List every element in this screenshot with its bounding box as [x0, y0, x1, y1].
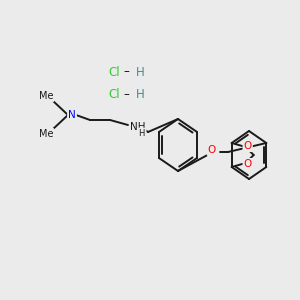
Text: O: O: [244, 141, 252, 151]
Text: N: N: [68, 110, 76, 120]
Text: Cl: Cl: [108, 88, 120, 101]
Text: O: O: [208, 145, 216, 155]
Text: Me: Me: [39, 91, 53, 101]
Text: H: H: [136, 65, 145, 79]
Text: Me: Me: [39, 129, 53, 139]
Text: O: O: [244, 159, 252, 169]
Text: NH: NH: [130, 122, 146, 132]
Text: –: –: [123, 88, 129, 101]
Text: Cl: Cl: [108, 65, 120, 79]
Text: H: H: [136, 88, 145, 101]
Text: –: –: [123, 65, 129, 79]
Text: H: H: [138, 128, 144, 137]
